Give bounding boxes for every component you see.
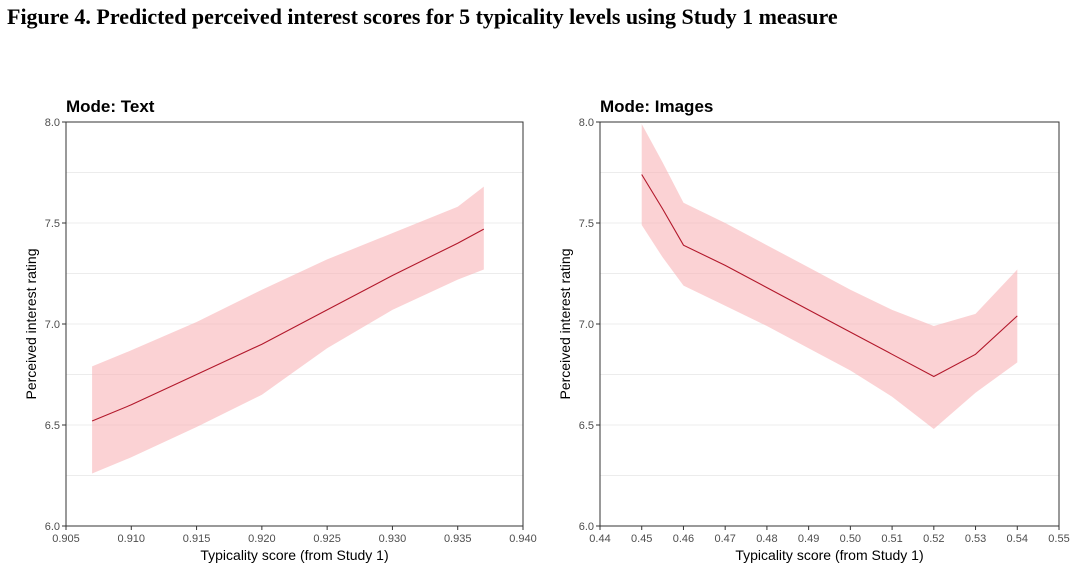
x-tick-label: 0.905: [52, 533, 80, 545]
y-tick-label: 7.5: [45, 218, 60, 230]
x-tick-label: 0.48: [756, 533, 777, 545]
y-tick-label: 8.0: [45, 117, 60, 129]
x-axis-label: Typicality score (from Study 1): [200, 547, 388, 563]
y-tick-label: 6.5: [45, 420, 60, 432]
x-axis-label: Typicality score (from Study 1): [735, 547, 923, 563]
y-tick-label: 6.0: [45, 521, 60, 533]
x-tick-label: 0.925: [313, 533, 341, 545]
y-tick-label: 7.0: [579, 319, 594, 331]
y-tick-label: 6.0: [579, 521, 594, 533]
x-tick-label: 0.44: [589, 533, 610, 545]
figure-title: Figure 4. Predicted perceived interest s…: [7, 4, 838, 29]
x-tick-label: 0.52: [923, 533, 944, 545]
x-tick-label: 0.46: [673, 533, 694, 545]
x-tick-label: 0.915: [183, 533, 211, 545]
confidence-band: [641, 124, 1018, 429]
y-tick-label: 8.0: [579, 117, 594, 129]
y-axis-label: Perceived interest rating: [557, 249, 573, 400]
chart-panel-1: 0.905 0.910 0.915 0.920 0.925 0.930 0.935 0.940…: [23, 97, 537, 563]
x-tick-label: 0.45: [631, 533, 652, 545]
x-tick-label: 0.930: [379, 533, 407, 545]
x-tick-label: 0.47: [714, 533, 735, 545]
x-tick-label: 0.51: [881, 533, 902, 545]
x-tick-label: 0.55: [1048, 533, 1069, 545]
y-tick-label: 7.0: [45, 319, 60, 331]
panel-title: Mode: Text: [66, 97, 155, 116]
y-tick-label: 6.5: [579, 420, 594, 432]
x-tick-label: 0.50: [840, 533, 861, 545]
y-tick-label: 7.5: [579, 218, 594, 230]
x-tick-label: 0.910: [118, 533, 146, 545]
x-tick-label: 0.49: [798, 533, 819, 545]
x-tick-label: 0.935: [444, 533, 472, 545]
x-tick-label: 0.940: [509, 533, 537, 545]
x-tick-label: 0.53: [965, 533, 986, 545]
fitted-line: [91, 228, 485, 422]
y-axis-label: Perceived interest rating: [23, 249, 39, 400]
x-tick-label: 0.54: [1007, 533, 1028, 545]
panel-title: Mode: Images: [600, 97, 713, 116]
x-tick-label: 0.920: [248, 533, 276, 545]
fitted-line: [641, 174, 1018, 378]
chart-panel-2: 0.44 0.45 0.46 0.47 0.48 0.49 0.50 0.51 0.52 0.53…: [557, 97, 1070, 563]
